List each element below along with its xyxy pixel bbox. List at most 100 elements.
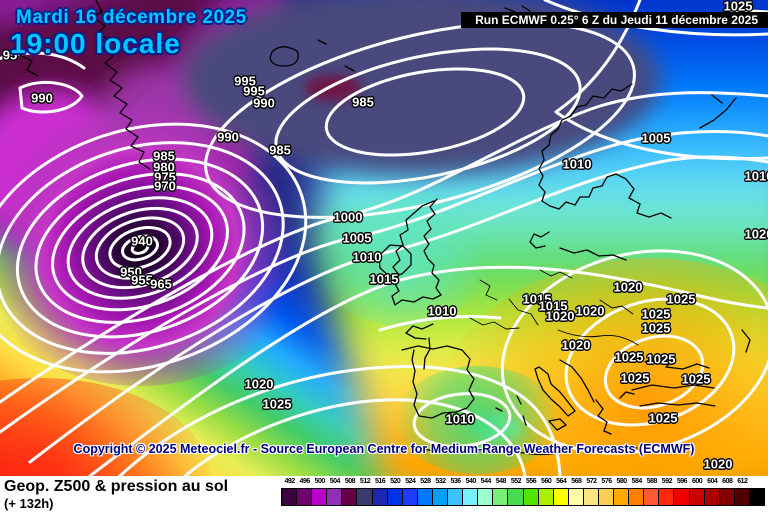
scale-color-swatch — [507, 488, 524, 506]
scale-tick-value: 560 — [541, 478, 552, 485]
scale-color-swatch — [311, 488, 328, 506]
scale-color-swatch — [703, 488, 720, 506]
pressure-label: 990 — [253, 95, 275, 111]
scale-color-swatch — [522, 488, 539, 506]
pressure-label: 1010 — [744, 168, 768, 184]
scale-tick-value: 564 — [556, 478, 567, 485]
pressure-label: 1010 — [562, 156, 592, 172]
pressure-label: 1020 — [575, 303, 605, 319]
pressure-label: 940 — [131, 233, 153, 249]
scale-color-swatch — [673, 488, 690, 506]
pressure-label: 1015 — [538, 298, 568, 314]
scale-color-swatch — [733, 488, 750, 506]
pressure-label: 1025 — [666, 291, 696, 307]
pressure-label: 985 — [153, 148, 175, 164]
pressure-label: 1025 — [620, 370, 650, 386]
scale-tick-value: 612 — [737, 478, 748, 485]
map-canvas — [0, 0, 768, 476]
pressure-label: 1025 — [646, 351, 676, 367]
isobar-contours — [0, 0, 768, 476]
scale-color-swatch — [567, 488, 584, 506]
pressure-label: 950 — [120, 264, 142, 280]
pressure-label: 1025 — [648, 410, 678, 426]
scale-color-swatch — [341, 488, 358, 506]
scale-color-swatch — [401, 488, 418, 506]
scale-tick-value: 500 — [314, 478, 326, 485]
pressure-label: 1005 — [342, 230, 372, 246]
scale-color-swatch — [386, 488, 403, 506]
pressure-label: 1025 — [641, 320, 671, 336]
color-scale-swatches — [281, 488, 765, 506]
pressure-label: 1010 — [427, 303, 457, 319]
scale-color-swatch — [537, 488, 554, 506]
pressure-label: 1010 — [445, 411, 475, 427]
scale-tick-value: 528 — [420, 478, 431, 485]
scale-tick-value: 532 — [435, 478, 446, 485]
z500-field — [0, 0, 768, 476]
pressure-label: 1025 — [681, 371, 711, 387]
scale-color-swatch — [477, 488, 494, 506]
pressure-label: 95 — [2, 47, 18, 63]
scale-tick-value: 508 — [344, 478, 356, 485]
pressure-label: 1025 — [641, 306, 671, 322]
scale-color-swatch — [371, 488, 388, 506]
scale-color-swatch — [582, 488, 599, 506]
pressure-label: 1025 — [262, 396, 292, 412]
scale-tick-value: 496 — [299, 478, 311, 485]
pressure-label: 975 — [154, 169, 176, 185]
scale-color-swatch — [431, 488, 449, 506]
pressure-label: 980 — [153, 159, 175, 175]
scale-color-swatch — [326, 488, 343, 506]
scale-tick-value: 536 — [450, 478, 461, 485]
scale-color-swatch — [688, 488, 705, 506]
scale-tick-value: 596 — [676, 478, 688, 485]
color-scale: 492 496 500 504 508 512 516 520 524 528 532 536 540 5… — [281, 478, 765, 506]
forecast-lead-time: (+ 132h) — [4, 496, 54, 511]
pressure-label: 990 — [217, 129, 239, 145]
valid-time-label: 19:00 locale — [10, 28, 181, 59]
scale-color-swatch — [748, 488, 765, 506]
scale-color-swatch — [296, 488, 313, 506]
pressure-label: 995 — [243, 83, 265, 99]
valid-date-label: Mardi 16 décembre 2025 — [16, 7, 247, 28]
scale-tick-value: 540 — [465, 478, 477, 485]
pressure-label: 1020 — [703, 456, 733, 472]
pressure-label: 1020 — [561, 337, 591, 353]
scale-color-swatch — [281, 488, 298, 506]
pressure-label: 1015 — [522, 291, 552, 307]
pressure-label: 1010 — [352, 249, 382, 265]
scale-tick-value: 588 — [646, 478, 658, 485]
pressure-label: 1020 — [244, 376, 274, 392]
scale-color-swatch — [597, 488, 615, 506]
model-run-banner: Run ECMWF 0.25° 6 Z du Jeudi 11 décembre… — [461, 12, 768, 28]
pressure-label: 990 — [31, 90, 53, 106]
scale-color-swatch — [628, 488, 645, 506]
scale-color-swatch — [643, 488, 660, 506]
pressure-label: 1000 — [333, 209, 363, 225]
legend-bar: Geop. Z500 & pression au sol (+ 132h) 49… — [0, 476, 768, 512]
pressure-label: 1020 — [744, 226, 768, 242]
scale-tick-value: 552 — [510, 478, 522, 485]
scale-tick-value: 520 — [390, 478, 401, 485]
scale-color-swatch — [613, 488, 630, 506]
scale-tick-value: 524 — [405, 478, 416, 485]
map-product-title: Geop. Z500 & pression au sol — [4, 478, 229, 495]
pressure-label: 1015 — [369, 271, 399, 287]
pressure-label: 955 — [131, 272, 153, 288]
scale-tick-value: 504 — [329, 478, 341, 485]
scale-tick-value: 604 — [707, 478, 718, 485]
pressure-label: 965 — [150, 276, 172, 292]
weather-map: 95 990 995 995 990 985 990 985 985 980 975 970 940 95… — [0, 0, 768, 476]
scale-tick-value: 544 — [480, 478, 492, 485]
scale-tick-value: 572 — [586, 478, 597, 485]
scale-color-swatch — [552, 488, 569, 506]
scale-tick-value: 608 — [722, 478, 733, 485]
scale-tick-value: 600 — [691, 478, 703, 485]
pressure-label: 995 — [234, 73, 256, 89]
copyright-notice: Copyright © 2025 Meteociel.fr - Source E… — [73, 442, 695, 456]
pressure-label: 1005 — [641, 130, 671, 146]
scale-tick-value: 512 — [359, 478, 371, 485]
scale-color-swatch — [462, 488, 479, 506]
pressure-label: 970 — [154, 178, 176, 194]
